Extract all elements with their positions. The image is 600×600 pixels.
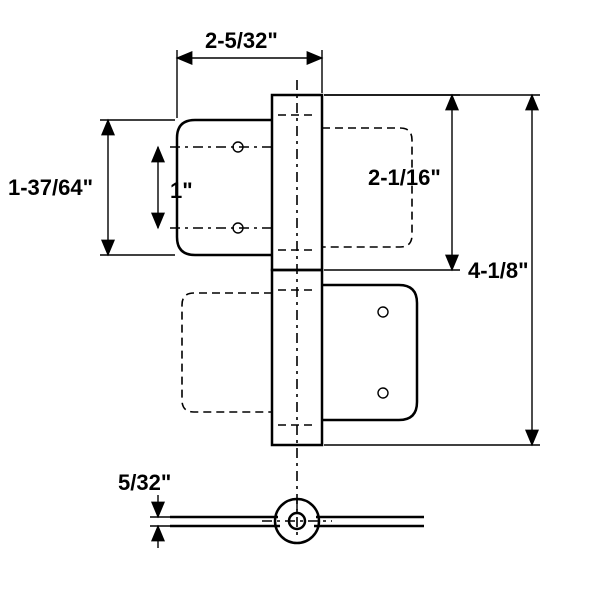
dim-right-upper: 2-1/16" xyxy=(324,95,460,270)
hinge-barrel xyxy=(182,80,412,540)
dim-left-outer-label: 1-37/64" xyxy=(8,175,93,200)
dim-right-total-label: 4-1/8" xyxy=(468,258,529,283)
dim-left-inner-label: 1" xyxy=(170,178,193,203)
dim-bottom-gap: 5/32" xyxy=(118,470,172,548)
engineering-drawing: 2-5/32" 2-1/16" 4-1/8" 1-37/64" 1" 5/32" xyxy=(0,0,600,600)
dim-left-inner: 1" xyxy=(158,147,193,228)
dim-left-outer: 1-37/64" xyxy=(8,120,175,255)
dim-top-width: 2-5/32" xyxy=(177,28,322,118)
leaf-lower-right xyxy=(322,285,417,420)
dim-bottom-gap-label: 5/32" xyxy=(118,470,171,495)
dim-right-upper-label: 2-1/16" xyxy=(368,165,441,190)
dim-top-width-label: 2-5/32" xyxy=(205,28,278,53)
